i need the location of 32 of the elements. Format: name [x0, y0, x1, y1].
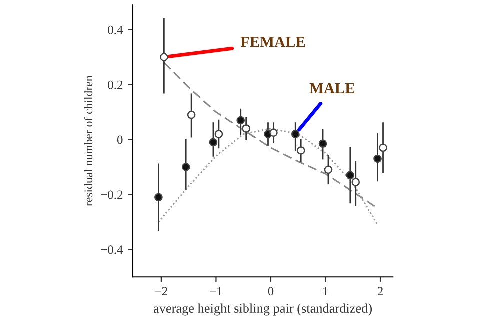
x-tick-label: −1: [210, 287, 222, 296]
x-axis-title: average height sibling pair (standardized): [154, 304, 372, 316]
y-tick-label: 0.4: [108, 26, 124, 34]
point: [214, 130, 224, 138]
x-tick-label: 1: [324, 287, 328, 296]
point: [352, 178, 360, 186]
line-series: [158, 128, 379, 226]
point: [324, 166, 333, 174]
x-tick-label: −2: [155, 287, 168, 296]
point: [182, 163, 190, 172]
point: [154, 193, 163, 202]
point: [187, 110, 196, 120]
x-tick-label: 2: [378, 287, 383, 296]
point: [236, 116, 246, 125]
y-tick-label: 0: [117, 136, 123, 144]
point: [209, 138, 218, 147]
y-tick-label: −0.4: [101, 246, 124, 254]
annotation: MALE: [310, 83, 355, 94]
point: [291, 130, 300, 138]
point: [270, 128, 278, 138]
point: [242, 124, 250, 133]
point: [318, 140, 328, 148]
point: [374, 154, 382, 164]
y-axis-title: residual number of children: [84, 76, 93, 206]
y-tick-label: 0.2: [108, 80, 123, 90]
point: [160, 53, 168, 62]
point: [346, 171, 355, 180]
annotation: FEMALE: [240, 37, 306, 48]
point: [296, 146, 306, 155]
y-tick-label: −0.2: [101, 190, 123, 200]
x-tick-label: 0: [268, 287, 274, 296]
point: [379, 144, 388, 152]
